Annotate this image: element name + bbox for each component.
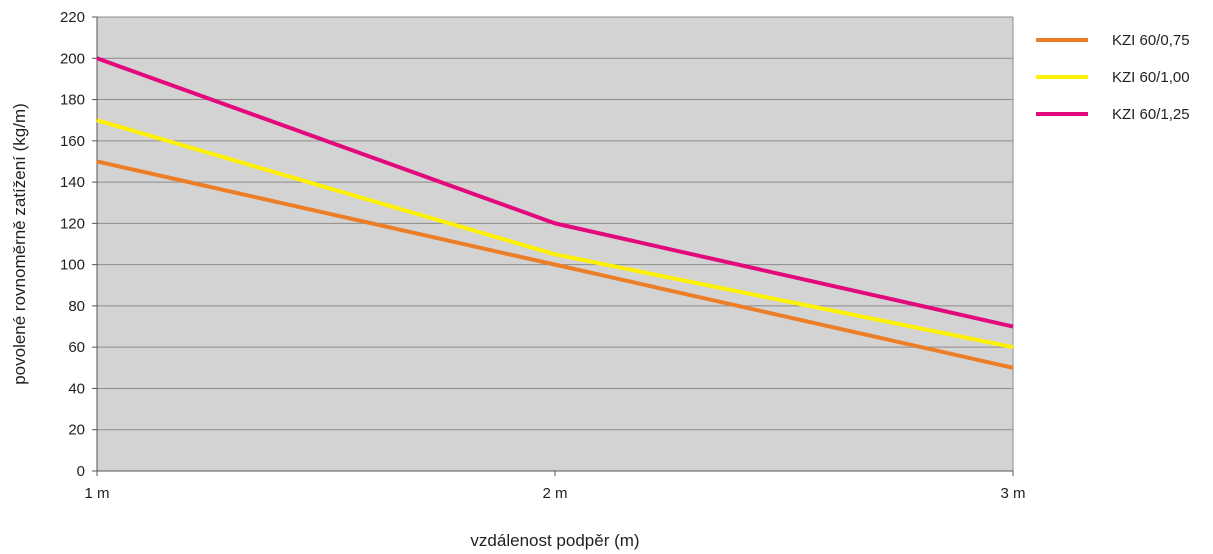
x-tick-label: 3 m: [1000, 485, 1025, 502]
legend-label-1: KZI 60/0,75: [1112, 32, 1190, 49]
y-tick-label: 40: [68, 380, 85, 397]
y-tick-label: 120: [60, 215, 85, 232]
legend-label-2: KZI 60/1,00: [1112, 69, 1190, 86]
legend-label-3: KZI 60/1,25: [1112, 106, 1190, 123]
y-tick-label: 180: [60, 92, 85, 109]
y-tick-label: 160: [60, 133, 85, 150]
y-axis-title: povolené rovnoměrně zatížení (kg/m): [10, 103, 29, 385]
x-axis-title: vzdálenost podpěr (m): [470, 531, 639, 550]
series-line-3: [96, 56, 1014, 329]
legend: KZI 60/0,75 KZI 60/1,00 KZI 60/1,25: [1036, 32, 1190, 123]
series-lines: [96, 56, 1014, 370]
y-tick-label: 60: [68, 339, 85, 356]
axes: 0 20 40 60 80 100 120 140 160 180 200 220 1 m 2 m 3 m: [60, 9, 1026, 502]
y-tick-label: 0: [77, 463, 85, 480]
y-tick-label: 140: [60, 174, 85, 191]
x-tick-label: 2 m: [542, 485, 567, 502]
y-tick-label: 20: [68, 422, 85, 439]
y-tick-label: 220: [60, 9, 85, 26]
y-tick-label: 200: [60, 50, 85, 67]
series-line-2: [96, 118, 1014, 350]
plot-area: [97, 17, 1013, 471]
x-tick-label: 1 m: [84, 485, 109, 502]
y-tick-label: 80: [68, 298, 85, 315]
y-tick-label: 100: [60, 257, 85, 274]
series-line-1: [96, 159, 1014, 370]
